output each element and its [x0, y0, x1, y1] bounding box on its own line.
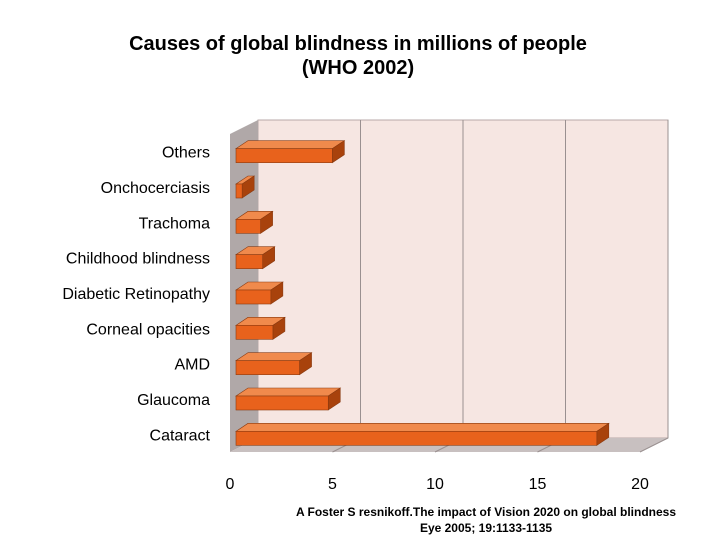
- x-tick-label: 10: [426, 476, 444, 493]
- chart-title-line1: Causes of global blindness in millions o…: [129, 33, 587, 55]
- chart-title-line2: (WHO 2002): [301, 57, 415, 79]
- bar: [235, 289, 272, 305]
- bar-top: [235, 387, 342, 397]
- category-label: Cataract: [150, 427, 211, 444]
- category-label: Trachoma: [139, 215, 211, 232]
- citation-line1: A Foster S resnikoff.The impact of Visio…: [295, 505, 677, 519]
- bar-top: [235, 352, 313, 361]
- category-label: Glaucoma: [137, 392, 210, 409]
- category-label: Corneal opacities: [86, 321, 210, 338]
- category-label: Diabetic Retinopathy: [62, 286, 210, 303]
- chart-title: Causes of global blindness in millions o…: [0, 32, 716, 80]
- category-label: AMD: [174, 357, 210, 374]
- bar-top: [235, 140, 346, 149]
- x-tick-label: 20: [631, 476, 649, 493]
- floor-gridline: [639, 437, 669, 453]
- bar: [235, 183, 243, 199]
- x-tick-label: 0: [226, 476, 235, 493]
- category-label: Childhood blindness: [66, 251, 210, 268]
- citation: A Foster S resnikoff.The impact of Visio…: [256, 504, 716, 536]
- x-tick-label: 15: [529, 476, 547, 493]
- category-label: Onchocerciasis: [101, 180, 210, 197]
- bar: [235, 219, 261, 234]
- bar: [235, 325, 274, 340]
- bar: [235, 254, 263, 269]
- bar: [235, 395, 329, 411]
- category-label: Others: [162, 145, 210, 162]
- bar: [235, 431, 598, 446]
- citation-line2: Eye 2005; 19:1133-1135: [419, 521, 553, 535]
- x-tick-label: 5: [328, 476, 337, 493]
- bar-top: [235, 423, 610, 432]
- bar: [235, 360, 300, 375]
- bar: [235, 148, 333, 163]
